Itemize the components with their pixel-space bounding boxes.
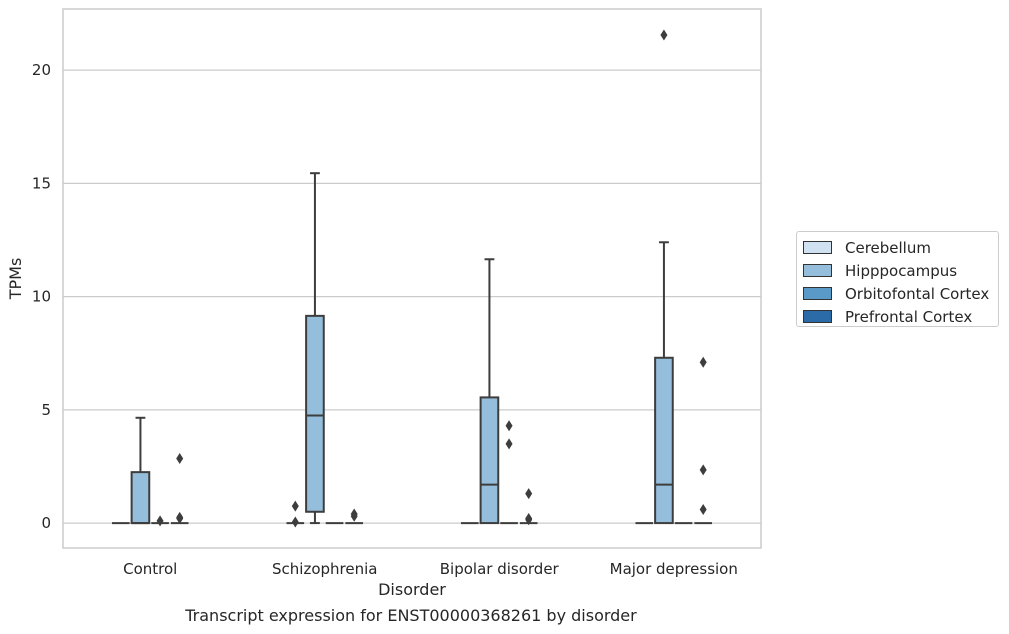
outlier-point [525,514,533,526]
x-axis-ticks: Control Schizophrenia Bipolar disorder Majo… [123,560,738,578]
legend-item: Cerebellum [803,236,998,259]
y-tick-label: 10 [32,288,51,306]
y-axis-ticks: 0 5 10 15 20 [32,61,51,532]
legend-swatch [803,241,832,254]
legend-swatch [803,287,832,300]
legend-swatch [803,264,832,277]
legend-item: Prefrontal Cortex [803,305,998,328]
box-hipppocampus [305,172,325,525]
outlier-point [505,420,513,432]
y-tick-label: 0 [41,514,51,532]
plot-frame [62,8,762,549]
legend-swatch [803,310,832,323]
outlier-point [660,29,668,41]
y-tick-label: 20 [32,61,51,79]
box-cerebellum [286,500,305,528]
outlier-point [699,356,707,368]
legend-label: Cerebellum [845,238,931,257]
box-prefrontal-cortex [519,488,538,526]
legend: Cerebellum Hipppocampus Orbitofontal Corte… [796,231,999,327]
legend-item: Orbitofontal Cortex [803,282,998,305]
box-prefrontal-cortex [694,356,713,525]
outlier-point [176,513,184,525]
box-orbitofontal-cortex [500,420,518,525]
box-iqr [479,396,500,525]
box-hipppocampus [479,258,500,525]
box-iqr [654,356,674,525]
x-tick-label: Control [123,560,177,578]
box-iqr [130,471,151,525]
chart-caption: Transcript expression for ENST0000036826… [185,606,637,625]
y-axis-label: TPMs [6,258,25,301]
y-tick-label: 15 [32,174,51,192]
box-plot-area [111,29,713,528]
outlier-point [505,438,513,450]
outlier-point [291,500,299,512]
x-axis-label: Disorder [378,580,446,599]
legend-label: Prefrontal Cortex [845,307,973,326]
box-hipppocampus [654,29,674,525]
x-tick-label: Bipolar disorder [440,560,560,578]
box-prefrontal-cortex [345,508,364,525]
outlier-point [350,510,358,522]
outlier-point [291,516,299,528]
box-orbitofontal-cortex [151,515,169,527]
outlier-point [699,504,707,515]
box-prefrontal-cortex [170,453,189,525]
legend-item: Hipppocampus [803,259,998,282]
y-tick-label: 5 [41,401,51,419]
box-hipppocampus [130,416,151,525]
legend-label: Hipppocampus [845,261,958,280]
legend-label: Orbitofontal Cortex [845,284,990,303]
outlier-point [525,488,533,500]
outlier-point [699,464,707,476]
outlier-point [156,515,164,527]
x-tick-label: Schizophrenia [272,560,377,578]
box-iqr [305,314,325,513]
outlier-point [176,453,184,465]
x-tick-label: Major depression [610,560,738,578]
